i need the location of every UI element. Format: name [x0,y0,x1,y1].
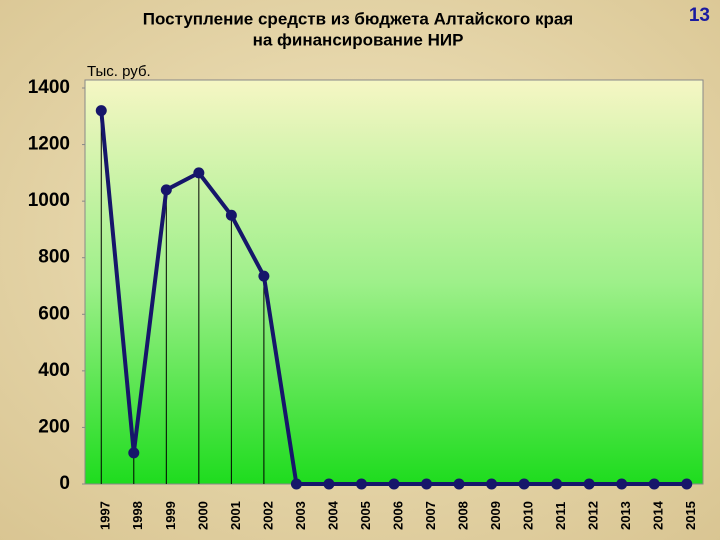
x-tick-label: 2005 [358,501,373,530]
x-tick-label: 2015 [683,501,698,530]
x-tick-label: 2001 [228,501,243,530]
x-tick-label: 1997 [98,501,113,530]
x-tick-label: 2008 [455,501,470,530]
x-tick-label: 1999 [163,501,178,530]
x-tick-label: 1998 [130,501,145,530]
y-tick-label: 800 [38,247,70,268]
data-point [421,478,433,490]
data-point [160,184,172,196]
y-tick-label: 400 [38,360,70,381]
x-tick-label: 2013 [618,501,633,530]
y-tick-label: 600 [38,303,70,324]
x-tick-label: 2014 [651,500,666,530]
x-tick-label: 2007 [423,501,438,530]
data-point [551,478,563,490]
data-point [616,478,628,490]
data-point [518,478,530,490]
data-point [95,105,107,117]
x-tick-label: 2010 [521,501,536,530]
x-tick-label: 2012 [586,501,601,530]
x-tick-label: 2011 [553,502,568,530]
page-number: 13 [689,5,710,26]
data-point [323,478,335,490]
data-point [648,478,660,490]
data-point [681,478,693,490]
data-point [128,447,140,459]
data-point [486,478,498,490]
y-tick-label: 200 [38,416,70,437]
data-point [388,478,400,490]
x-tick-label: 2009 [488,501,503,530]
data-point [258,270,270,282]
plot-background [84,79,704,485]
x-tick-label: 2000 [195,501,210,530]
y-tick-label: 1200 [28,134,70,155]
y-tick-label: 1000 [28,190,70,211]
y-tick-label: 1400 [28,77,70,98]
data-point [583,478,595,490]
x-tick-label: 2006 [390,501,405,530]
data-point [225,209,237,221]
data-point [453,478,465,490]
x-tick-label: 2004 [325,500,340,530]
data-point [290,478,302,490]
x-tick-label: 2003 [293,501,308,530]
data-point [355,478,367,490]
x-tick-label: 2002 [260,501,275,530]
chart-title: Поступление средств из бюджета Алтайског… [143,9,573,28]
y-unit-label: Тыс. руб. [87,63,151,80]
chart-title: на финансирование НИР [253,30,464,49]
y-tick-label: 0 [59,473,70,494]
data-point [193,167,205,179]
